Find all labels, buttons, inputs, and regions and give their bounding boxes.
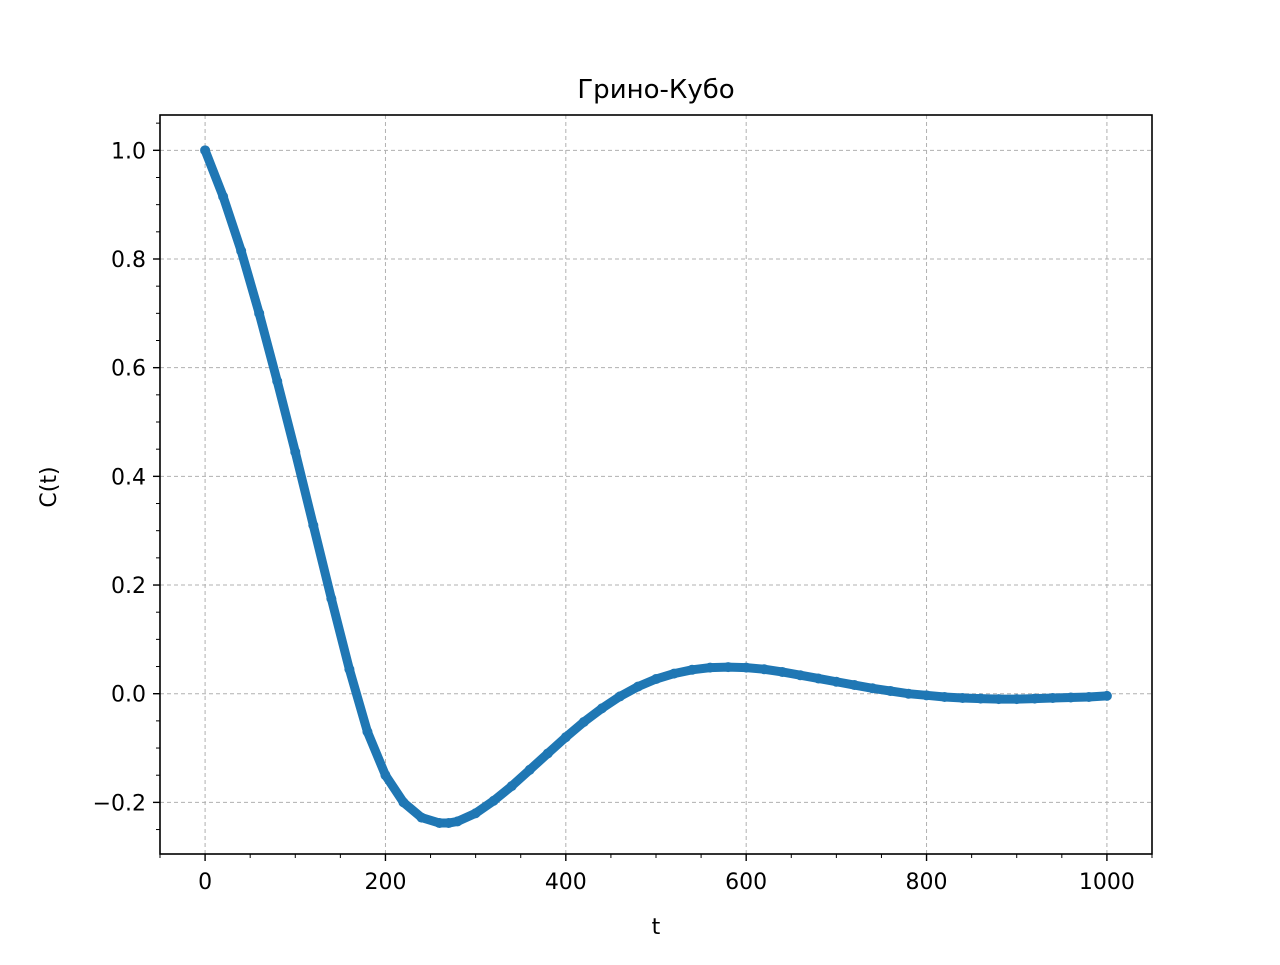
data-point bbox=[1029, 693, 1040, 704]
data-point bbox=[344, 664, 355, 675]
data-point bbox=[849, 680, 860, 691]
data-point bbox=[272, 376, 283, 387]
data-point bbox=[867, 683, 878, 694]
data-point bbox=[308, 520, 319, 531]
x-tick-label: 400 bbox=[545, 870, 587, 895]
data-point bbox=[290, 446, 301, 457]
y-tick-label: 0.2 bbox=[111, 574, 146, 599]
data-point bbox=[831, 676, 842, 687]
data-point bbox=[524, 764, 535, 775]
data-point bbox=[759, 664, 770, 675]
x-tick-label: 200 bbox=[364, 870, 406, 895]
data-point bbox=[1047, 693, 1058, 704]
data-point bbox=[326, 593, 337, 604]
data-point bbox=[542, 748, 553, 759]
data-point bbox=[506, 781, 517, 792]
series-layer bbox=[200, 145, 1112, 829]
data-point bbox=[416, 812, 427, 823]
tick-label-layer: 0 200 400 600 800 1000 −0.2 0.0 0.2 0.4 0.6 0.8 1.0 bbox=[93, 139, 1135, 895]
plot-area-background bbox=[160, 115, 1152, 854]
series-line bbox=[200, 145, 1112, 828]
tick-layer bbox=[153, 122, 1153, 861]
x-tick-label: 1000 bbox=[1079, 870, 1135, 895]
data-point bbox=[632, 681, 643, 692]
data-point bbox=[813, 673, 824, 684]
data-point bbox=[380, 770, 391, 781]
data-point bbox=[200, 145, 211, 156]
data-point bbox=[777, 666, 788, 677]
data-point bbox=[236, 245, 247, 256]
data-point bbox=[560, 732, 571, 743]
data-point bbox=[596, 703, 607, 714]
data-point bbox=[470, 808, 481, 819]
data-point bbox=[993, 694, 1004, 705]
data-point bbox=[443, 818, 454, 829]
data-point bbox=[885, 685, 896, 696]
y-axis-label: C(t) bbox=[37, 466, 62, 507]
y-tick-label: 0.4 bbox=[111, 465, 146, 490]
data-point bbox=[488, 795, 499, 806]
data-point bbox=[903, 688, 914, 699]
data-point bbox=[669, 668, 680, 679]
y-tick-label: 0.6 bbox=[111, 357, 146, 382]
data-point bbox=[398, 797, 409, 808]
y-tick-label: 1.0 bbox=[111, 139, 146, 164]
x-axis-label: t bbox=[652, 915, 661, 940]
data-point bbox=[921, 690, 932, 701]
data-point bbox=[578, 716, 589, 727]
grid-layer bbox=[160, 115, 1152, 854]
data-point bbox=[254, 308, 265, 319]
x-tick-label: 800 bbox=[906, 870, 948, 895]
data-point bbox=[741, 662, 752, 673]
data-point bbox=[1083, 691, 1094, 702]
data-point bbox=[795, 670, 806, 681]
data-point bbox=[957, 693, 968, 704]
data-point bbox=[1101, 690, 1112, 701]
y-tick-label: 0.0 bbox=[111, 683, 146, 708]
data-point bbox=[723, 662, 734, 673]
data-point bbox=[362, 726, 373, 737]
data-point bbox=[218, 191, 229, 202]
data-point bbox=[975, 693, 986, 704]
x-tick-label: 600 bbox=[725, 870, 767, 895]
data-point bbox=[434, 818, 445, 829]
data-point bbox=[939, 691, 950, 702]
y-tick-label: −0.2 bbox=[93, 791, 146, 816]
data-point bbox=[651, 674, 661, 685]
chart-title: Грино-Кубо bbox=[577, 75, 734, 105]
data-point bbox=[705, 662, 716, 673]
y-tick-label: 0.8 bbox=[111, 248, 146, 273]
data-point bbox=[687, 664, 698, 675]
data-point bbox=[614, 691, 625, 702]
data-point bbox=[452, 816, 463, 827]
data-point bbox=[1065, 692, 1076, 703]
data-point bbox=[1011, 694, 1022, 705]
x-tick-label: 0 bbox=[198, 870, 212, 895]
